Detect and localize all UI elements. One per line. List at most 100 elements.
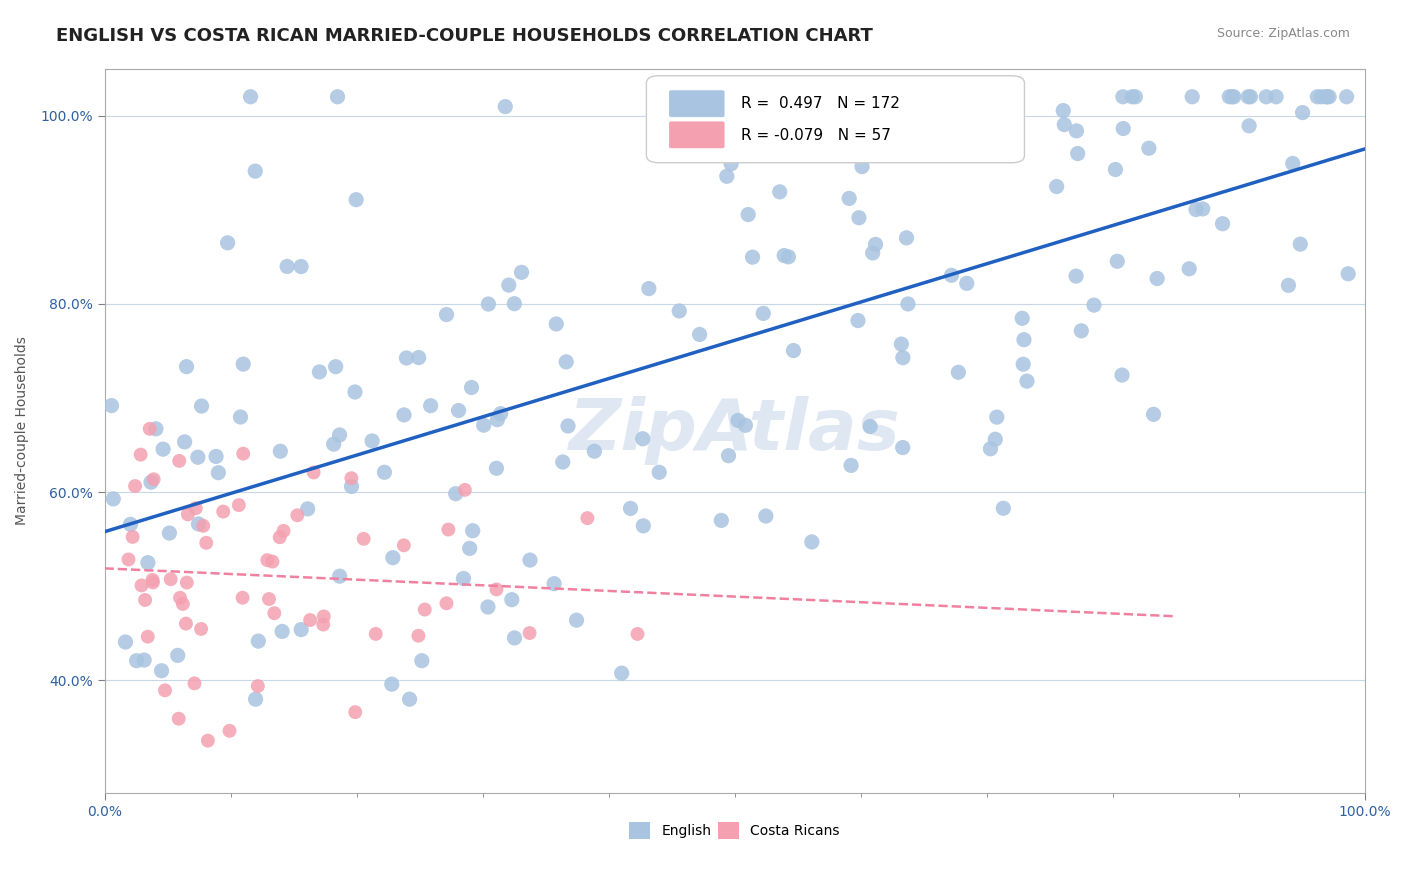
Point xyxy=(1237,89,1260,103)
Point xyxy=(167,454,190,468)
Point xyxy=(121,530,143,544)
Point xyxy=(246,679,269,693)
Point xyxy=(984,432,1007,446)
Point xyxy=(197,733,219,747)
Point xyxy=(120,517,142,532)
Point xyxy=(228,498,250,512)
Point xyxy=(205,450,228,464)
Point xyxy=(519,553,541,567)
Point xyxy=(193,519,215,533)
Point xyxy=(447,403,470,417)
Point xyxy=(631,432,654,446)
Point xyxy=(364,627,387,641)
Point xyxy=(218,723,240,738)
Point xyxy=(1281,156,1303,170)
Point xyxy=(100,399,122,413)
Point xyxy=(890,337,912,351)
Point xyxy=(436,308,458,322)
Point xyxy=(1012,333,1035,347)
Point xyxy=(187,450,209,465)
Point xyxy=(565,613,588,627)
Point xyxy=(838,191,860,205)
Point xyxy=(1083,298,1105,312)
Point xyxy=(269,444,291,458)
Point xyxy=(848,211,870,225)
Point xyxy=(340,479,363,493)
Point xyxy=(1337,267,1360,281)
Point xyxy=(1107,254,1129,268)
Point xyxy=(472,418,495,433)
Point xyxy=(551,455,574,469)
Point xyxy=(411,654,433,668)
Point xyxy=(138,422,160,436)
Point xyxy=(637,282,659,296)
Point xyxy=(1064,269,1087,284)
Point xyxy=(716,169,738,184)
Point xyxy=(503,296,526,310)
Point xyxy=(190,622,212,636)
Point xyxy=(373,465,395,479)
Point xyxy=(477,297,499,311)
Point xyxy=(139,475,162,490)
Y-axis label: Married-couple Households: Married-couple Households xyxy=(15,336,30,525)
Point xyxy=(184,501,207,516)
Point xyxy=(896,231,918,245)
Text: R =  0.497   N = 172: R = 0.497 N = 172 xyxy=(741,95,900,111)
Point xyxy=(392,538,415,552)
Point xyxy=(190,399,212,413)
Point xyxy=(494,100,516,114)
Text: ZipAtlas: ZipAtlas xyxy=(569,396,900,466)
Point xyxy=(948,365,970,379)
Point xyxy=(583,444,606,458)
Point xyxy=(212,505,235,519)
Point xyxy=(413,602,436,616)
Point xyxy=(489,407,512,421)
Point xyxy=(800,535,823,549)
Point xyxy=(510,265,533,279)
Point xyxy=(176,359,198,374)
Point xyxy=(245,692,267,706)
Point xyxy=(207,466,229,480)
Point xyxy=(419,399,441,413)
Point xyxy=(437,523,460,537)
Point xyxy=(727,413,749,427)
Point xyxy=(1222,89,1244,103)
Point xyxy=(501,592,523,607)
Point xyxy=(747,89,769,103)
Point xyxy=(720,157,742,171)
Point xyxy=(993,501,1015,516)
Point xyxy=(1121,89,1143,103)
Point xyxy=(668,304,690,318)
Point xyxy=(1112,121,1135,136)
Point xyxy=(458,541,481,556)
Point xyxy=(325,359,347,374)
Point xyxy=(689,327,711,342)
Point xyxy=(1104,162,1126,177)
Point xyxy=(436,596,458,610)
Point xyxy=(865,237,887,252)
Point xyxy=(486,412,509,426)
Point xyxy=(183,676,205,690)
Point xyxy=(956,277,979,291)
Point xyxy=(326,89,349,103)
Point xyxy=(543,576,565,591)
Point xyxy=(290,260,312,274)
Point xyxy=(312,617,335,632)
Point xyxy=(928,128,950,143)
Point xyxy=(273,524,295,538)
Point xyxy=(778,250,800,264)
Legend: English, Costa Ricans: English, Costa Ricans xyxy=(624,816,845,845)
Point xyxy=(257,592,280,607)
Point xyxy=(395,351,418,365)
Point xyxy=(859,419,882,434)
Point xyxy=(131,578,153,592)
Point xyxy=(576,511,599,525)
Point xyxy=(1218,89,1240,103)
Point xyxy=(114,635,136,649)
Point xyxy=(262,555,284,569)
Point xyxy=(453,571,475,585)
Point xyxy=(142,472,165,486)
Point xyxy=(546,317,568,331)
Point xyxy=(176,575,198,590)
Point xyxy=(322,437,344,451)
